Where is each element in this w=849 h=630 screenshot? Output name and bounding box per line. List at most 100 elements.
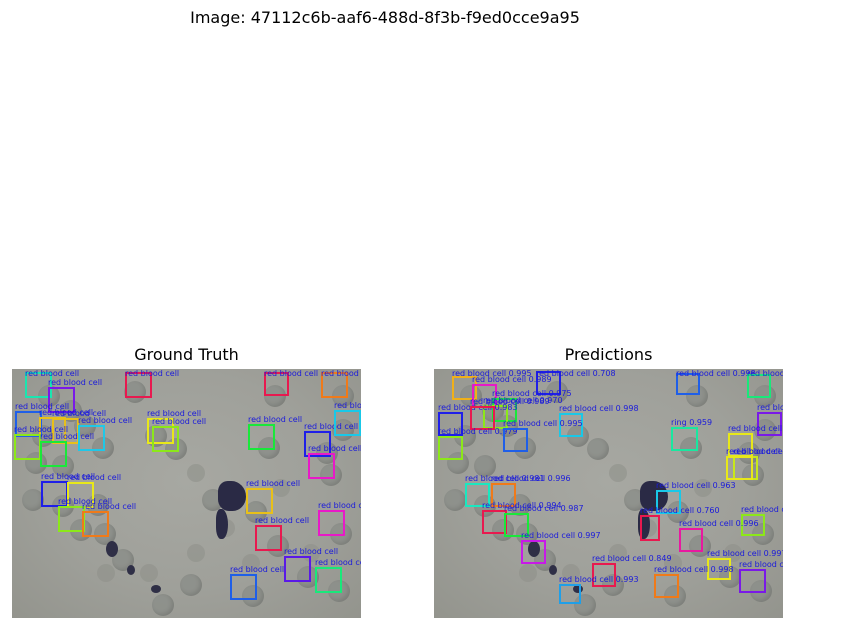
box-label: red blood cell	[147, 409, 202, 418]
faint-cell-image	[187, 464, 205, 482]
faint-cell-image	[609, 464, 627, 482]
bounding-box	[559, 413, 583, 437]
bounding-box	[452, 376, 477, 400]
faint-cell-image	[97, 564, 115, 582]
box-label: red blood cell 0.999	[728, 424, 783, 433]
red-blood-cell-image	[267, 535, 289, 557]
red-blood-cell-image	[242, 585, 264, 607]
bounding-box	[741, 514, 765, 536]
box-label: red blood cell 0.989	[472, 375, 552, 384]
box-label: red blood cell	[48, 378, 103, 387]
bounding-box	[255, 525, 282, 551]
box-label: red blood cell 0.998	[654, 565, 734, 574]
box-label: red blood cell	[67, 473, 122, 482]
red-blood-cell-image	[546, 381, 568, 403]
box-label: red blood cell 0.760	[640, 506, 720, 515]
bounding-box	[739, 569, 766, 593]
bounding-box	[248, 424, 275, 450]
faint-cell-image	[694, 479, 712, 497]
box-label: red blood cell	[334, 401, 361, 410]
figure-title: Image: 47112c6b-aaf6-488d-8f3b-f9ed0cce9…	[190, 8, 580, 27]
box-label: red blood cell 0.981	[465, 474, 545, 483]
box-label: red blood cell	[125, 369, 180, 378]
bounding-box	[25, 372, 52, 398]
stain-dot-image	[528, 541, 540, 557]
bounding-box	[482, 510, 507, 534]
box-label: red blood cell 0.996	[679, 519, 759, 528]
bounding-box	[654, 574, 679, 598]
box-label: red blood cell	[304, 422, 359, 431]
box-label: red blood cell 0.708	[536, 369, 616, 378]
box-label: red blood cell 0.989	[470, 397, 550, 406]
box-label: red blood cell 0.999	[739, 560, 783, 569]
faint-cell-image	[562, 564, 580, 582]
red-blood-cell-image	[514, 437, 536, 459]
bounding-box	[679, 528, 703, 552]
bounding-box	[308, 453, 335, 479]
box-label: red blood cell	[321, 369, 361, 378]
red-blood-cell-image	[297, 566, 319, 588]
stained-cluster-image	[216, 509, 228, 539]
red-blood-cell-image	[180, 574, 202, 596]
red-blood-cell-image	[686, 385, 708, 407]
bounding-box	[321, 372, 348, 398]
faint-cell-image	[140, 564, 158, 582]
box-label: red blood cell 0.998	[741, 505, 783, 514]
faint-cell-image	[242, 554, 260, 572]
stain-dot-image	[106, 541, 118, 557]
box-label: red blood cell	[308, 444, 361, 453]
red-blood-cell-image	[320, 464, 342, 486]
box-label: red blood cell	[14, 425, 69, 434]
box-label: red blood cell	[15, 402, 70, 411]
bounding-box	[230, 574, 257, 600]
bounding-box	[726, 456, 753, 480]
faint-cell-image	[664, 554, 682, 572]
bounding-box	[503, 428, 528, 452]
bounding-box	[438, 412, 463, 436]
bounding-box	[671, 427, 698, 451]
bounding-box	[48, 387, 75, 413]
stain-dot-image	[127, 565, 135, 575]
box-label: red blood cell	[58, 497, 113, 506]
box-label: red blood cell	[152, 417, 207, 426]
box-label: red blood cell	[52, 409, 107, 418]
box-label: red blood cell 0.999	[733, 447, 783, 456]
bounding-box	[315, 567, 342, 593]
bounding-box	[40, 441, 67, 467]
box-label: red blood cell	[25, 369, 80, 378]
box-label: red blood cell 0.998	[676, 369, 756, 378]
box-label: red blood cell 0.994	[482, 501, 562, 510]
box-label: red blood cell 0.997	[707, 549, 783, 558]
bounding-box	[58, 506, 85, 532]
red-blood-cell-image	[738, 442, 760, 464]
bounding-box	[78, 425, 105, 451]
ground-truth-title: Ground Truth	[134, 345, 239, 364]
bounding-box	[284, 556, 311, 582]
box-label: red blood cell	[248, 415, 303, 424]
box-label: red blood cell	[82, 502, 137, 511]
bounding-box	[246, 488, 273, 514]
box-label: red blood cell	[255, 516, 310, 525]
red-blood-cell-image	[587, 438, 609, 460]
box-label: red blood cell 0.993	[559, 575, 639, 584]
red-blood-cell-image	[454, 425, 476, 447]
bounding-box	[465, 483, 490, 507]
box-label: red blood cell	[40, 432, 95, 441]
box-label: red blood cell	[246, 479, 301, 488]
bounding-box	[676, 373, 700, 395]
bounding-box	[470, 406, 495, 430]
bounding-box	[152, 426, 179, 452]
box-label: ring 0.959	[671, 418, 713, 427]
box-label: red blood cell	[78, 416, 133, 425]
bounding-box	[438, 436, 463, 460]
box-label: red blood cell 0.849	[592, 554, 672, 563]
box-label: red blood cell 0.979	[438, 427, 518, 436]
box-label: red blood cell 0.987	[504, 504, 584, 513]
ground-truth-image: red blood cell red blood cell red blood ce…	[12, 369, 361, 618]
bounding-box	[757, 412, 782, 436]
predictions-image: red blood cell 0.995 red blood cell 0.708…	[434, 369, 783, 618]
bounding-box	[483, 405, 508, 429]
box-label: red blood cell 0.998	[747, 369, 783, 378]
box-label: red blood cell	[39, 408, 94, 417]
bounding-box	[536, 371, 561, 395]
